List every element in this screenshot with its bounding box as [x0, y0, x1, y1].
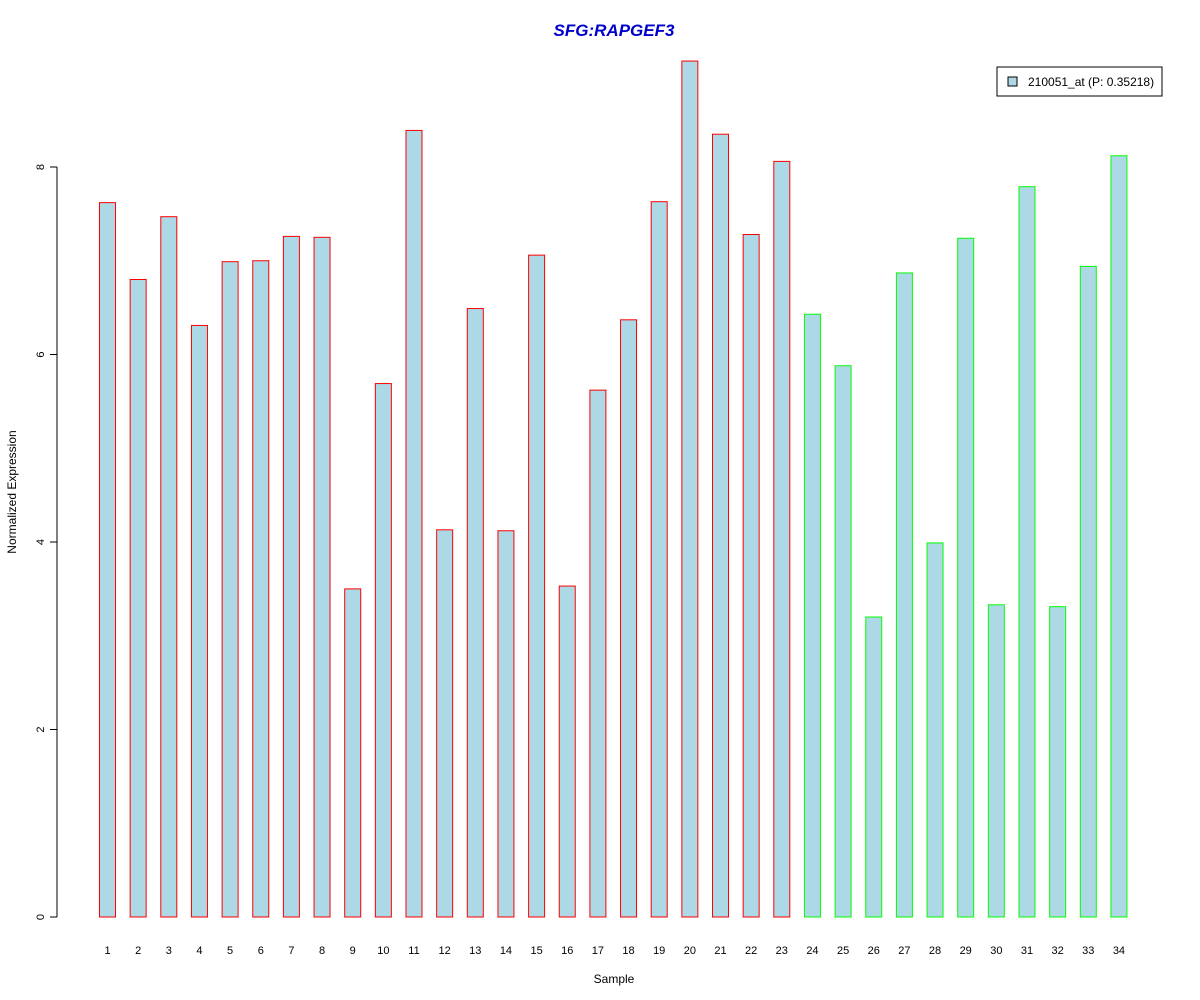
- x-tick-label: 1: [104, 945, 110, 957]
- x-tick-label: 10: [377, 945, 389, 957]
- x-tick-label: 27: [898, 945, 910, 957]
- bar: [865, 616, 883, 918]
- bar: [344, 588, 362, 918]
- bar: [742, 234, 760, 918]
- bar: [252, 260, 270, 918]
- x-axis-label: Sample: [594, 972, 635, 986]
- x-tick-label: 33: [1082, 945, 1094, 957]
- bar: [528, 254, 546, 918]
- x-tick-label: 4: [196, 945, 202, 957]
- bar: [803, 313, 821, 918]
- bar: [834, 365, 852, 918]
- x-tick-label: 28: [929, 945, 941, 957]
- bar: [589, 389, 607, 918]
- bars: [99, 60, 1128, 918]
- y-tick-label: 2: [35, 726, 47, 732]
- legend-box: [996, 66, 1163, 97]
- x-tick-label: 6: [258, 945, 264, 957]
- bar: [987, 604, 1005, 918]
- legend-label: 210051_at (P: 0.35218): [1028, 75, 1154, 89]
- bar: [160, 216, 178, 918]
- x-tick-label: 9: [350, 945, 356, 957]
- x-tick-label: 18: [622, 945, 634, 957]
- x-tick-label: 25: [837, 945, 849, 957]
- x-tick-label: 2: [135, 945, 141, 957]
- bar: [129, 279, 147, 918]
- legend: 210051_at (P: 0.35218): [996, 66, 1163, 97]
- x-tick-label: 26: [868, 945, 880, 957]
- bar: [650, 201, 668, 918]
- x-tick-label: 8: [319, 945, 325, 957]
- x-tick-label: 11: [408, 945, 419, 957]
- x-tick-label: 24: [806, 945, 818, 957]
- bar: [1110, 155, 1128, 918]
- bar: [773, 160, 791, 918]
- y-tick-label: 4: [35, 539, 47, 545]
- bar: [712, 133, 729, 918]
- legend-swatch: [1007, 76, 1018, 87]
- bar: [313, 236, 331, 918]
- y-tick-label: 8: [35, 164, 47, 170]
- x-tick-label: 30: [990, 945, 1002, 957]
- bar: [895, 272, 913, 918]
- x-axis: 1 2 3 4 5 6 7 8 9 10 11 12 13 14 15 16 17 18 19 20 21 22 23 24 2…: [104, 945, 1125, 957]
- x-tick-label: 29: [960, 945, 972, 957]
- bar: [681, 60, 699, 918]
- bar: [957, 237, 975, 918]
- bar: [436, 529, 454, 918]
- bar: [466, 308, 484, 918]
- x-tick-label: 23: [776, 945, 788, 957]
- x-tick-label: 22: [745, 945, 757, 957]
- x-tick-label: 7: [288, 945, 294, 957]
- x-tick-label: 21: [714, 945, 726, 957]
- x-tick-label: 32: [1052, 945, 1064, 957]
- x-tick-label: 20: [684, 945, 696, 957]
- bar: [1049, 606, 1067, 918]
- x-tick-label: 34: [1113, 945, 1125, 957]
- bar: [282, 235, 300, 918]
- bar: [1079, 265, 1097, 918]
- x-tick-label: 16: [561, 945, 573, 957]
- y-axis-label: Normalized Expression: [5, 430, 19, 553]
- bar: [374, 383, 392, 918]
- x-tick-label: 5: [227, 945, 233, 957]
- x-tick-label: 13: [469, 945, 481, 957]
- bar: [558, 585, 576, 918]
- y-axis: 0 2 4 6 8: [35, 164, 58, 920]
- x-tick-label: 3: [166, 945, 172, 957]
- bar: [221, 261, 239, 918]
- x-tick-label: 15: [530, 945, 542, 957]
- bar: [405, 129, 423, 918]
- bar: [926, 542, 944, 918]
- x-tick-label: 17: [592, 945, 604, 957]
- bar: [497, 530, 515, 918]
- bar: [1018, 186, 1036, 918]
- y-tick-label: 6: [35, 351, 47, 357]
- x-tick-label: 12: [439, 945, 451, 957]
- x-tick-label: 19: [653, 945, 665, 957]
- x-tick-label: 31: [1021, 945, 1033, 957]
- x-tick-label: 14: [500, 945, 512, 957]
- y-tick-label: 0: [35, 914, 47, 920]
- bar: [620, 319, 638, 918]
- chart-title: SFG:RAPGEF3: [554, 21, 675, 40]
- bar: [99, 202, 116, 918]
- bar: [190, 324, 208, 918]
